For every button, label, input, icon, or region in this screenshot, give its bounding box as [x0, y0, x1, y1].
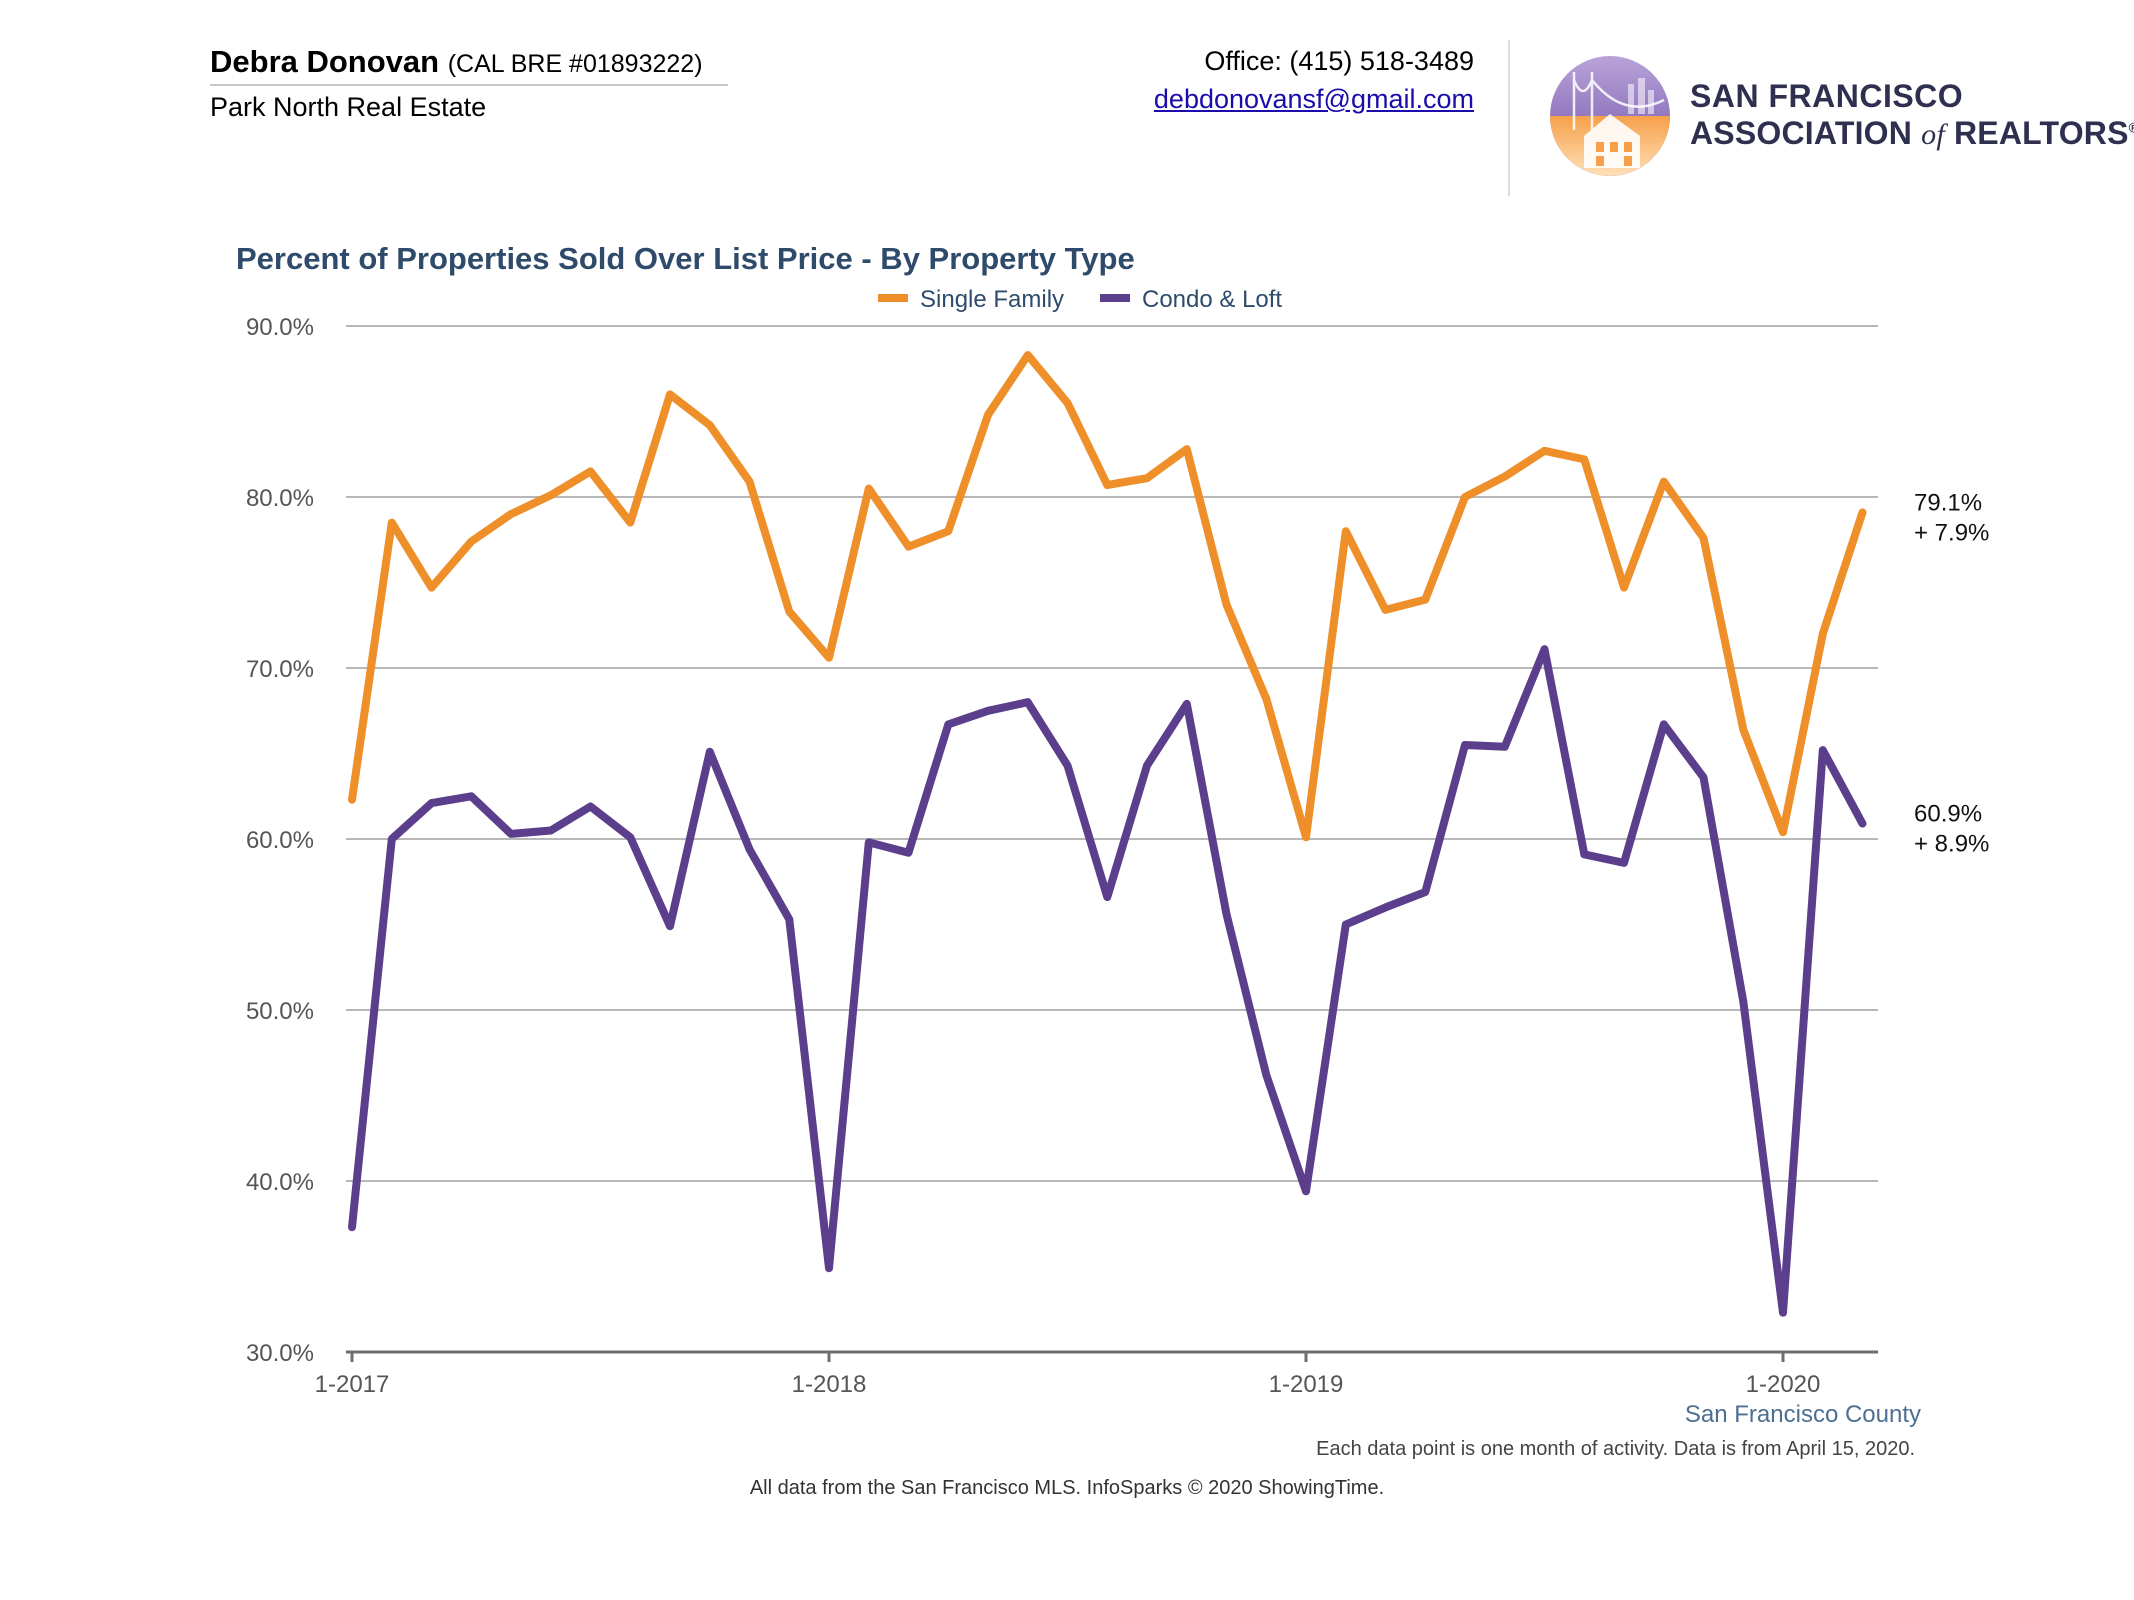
end-value-label: 79.1%: [1914, 489, 1982, 516]
legend-label: Condo & Loft: [1142, 286, 1282, 313]
x-tick-label: 1-2018: [792, 1371, 867, 1398]
region-label: San Francisco County: [1685, 1401, 1921, 1428]
chart-grid: [346, 325, 1878, 1182]
chart-legend: Single Family Condo & Loft: [878, 286, 1282, 313]
agent-name-line: Debra Donovan (CAL BRE #01893222): [210, 44, 703, 80]
x-tick-label: 1-2017: [315, 1371, 390, 1398]
sfar-logo-icon: [1550, 56, 1670, 176]
end-change-label: + 8.9%: [1914, 831, 1989, 858]
logo-word-of: of: [1921, 118, 1945, 151]
license-number: (CAL BRE #01893222): [447, 50, 703, 78]
end-value-label: 60.9%: [1914, 801, 1982, 828]
data-source: All data from the San Francisco MLS. Inf…: [750, 1477, 1384, 1499]
chart-title: Percent of Properties Sold Over List Pri…: [236, 241, 1135, 276]
logo-word-association: ASSOCIATION: [1690, 115, 1913, 151]
y-tick-label: 50.0%: [246, 998, 314, 1025]
header-vertical-divider: [1508, 40, 1510, 196]
y-axis: 30.0% 40.0% 50.0% 60.0% 70.0% 80.0% 90.0%: [246, 314, 314, 1367]
y-tick-label: 60.0%: [246, 827, 314, 854]
x-axis: 1-2017 1-2018 1-2019 1-2020: [315, 1350, 1878, 1398]
logo-line-2: ASSOCIATION of REALTORS®: [1690, 115, 2134, 152]
y-tick-label: 80.0%: [246, 485, 314, 512]
y-tick-label: 30.0%: [246, 1340, 314, 1367]
data-note: Each data point is one month of activity…: [1316, 1438, 1915, 1460]
header-divider: [210, 84, 728, 86]
sfar-logo-text: SAN FRANCISCO ASSOCIATION of REALTORS®: [1690, 78, 2134, 152]
agent-name: Debra Donovan: [210, 44, 440, 79]
logo-registered-mark: ®: [2129, 119, 2134, 135]
email-link[interactable]: debdonovansf@gmail.com: [1153, 84, 1474, 114]
x-tick-label: 1-2020: [1746, 1371, 1821, 1398]
end-change-label: + 7.9%: [1914, 519, 1989, 546]
legend-label: Single Family: [920, 286, 1064, 313]
y-tick-label: 40.0%: [246, 1169, 314, 1196]
y-tick-label: 70.0%: [246, 656, 314, 683]
y-tick-label: 90.0%: [246, 314, 314, 341]
end-labels: 79.1% + 7.9% 60.9% + 8.9%: [1914, 489, 1989, 857]
logo-word-realtors: REALTORS: [1954, 115, 2129, 151]
series-line-condo-loft: [348, 645, 1867, 1317]
company-name: Park North Real Estate: [210, 92, 487, 122]
series-line-single-family: [348, 351, 1867, 842]
office-phone: Office: (415) 518-3489: [1204, 46, 1474, 76]
x-tick-label: 1-2019: [1269, 1371, 1344, 1398]
logo-line-1: SAN FRANCISCO: [1690, 78, 1964, 114]
chart-series: [348, 351, 1867, 1317]
